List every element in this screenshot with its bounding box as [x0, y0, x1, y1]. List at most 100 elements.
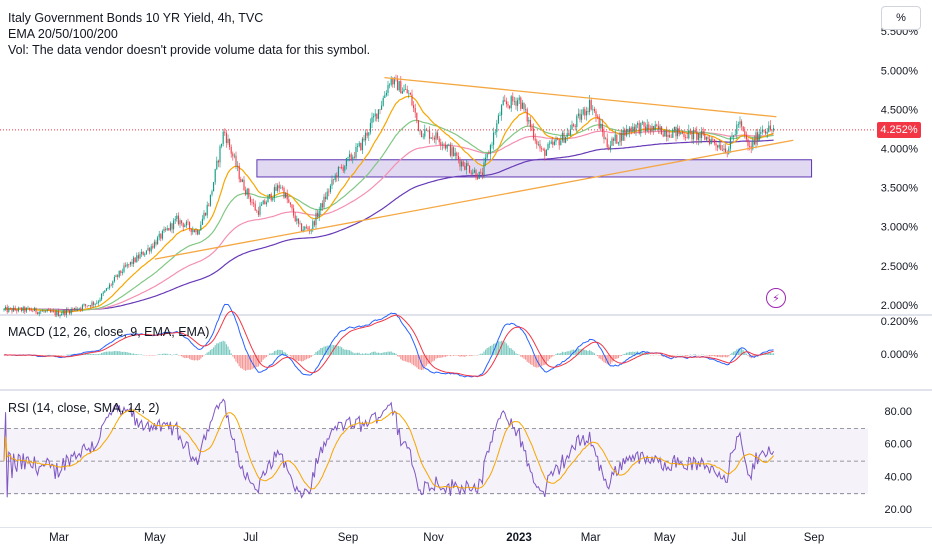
macd-histogram-bar	[736, 349, 738, 355]
macd-histogram-bar	[201, 355, 203, 357]
macd-histogram-bar	[608, 355, 610, 365]
macd-histogram-bar	[645, 353, 647, 355]
macd-histogram-bar	[414, 355, 416, 367]
candle-body	[753, 140, 755, 145]
candle-body	[341, 167, 343, 168]
candle-body	[393, 77, 395, 85]
candle-body	[241, 179, 243, 182]
macd-histogram-bar	[613, 355, 615, 362]
macd-histogram-bar	[550, 355, 552, 358]
macd-histogram-bar	[603, 355, 605, 363]
candle-body	[693, 129, 695, 140]
macd-histogram-bar	[747, 355, 749, 356]
candle-body	[48, 309, 50, 311]
candle-body	[94, 303, 96, 305]
macd-histogram-bar	[488, 347, 490, 355]
candle-body	[681, 132, 683, 134]
candle-body	[302, 229, 304, 232]
macd-histogram-bar	[211, 348, 213, 355]
candle-body	[417, 120, 419, 131]
price-axis-tick: 4.000%	[881, 144, 919, 156]
macd-histogram-bar	[123, 351, 125, 355]
candle-body	[350, 154, 352, 160]
volume-notice: Vol: The data vendor doesn't provide vol…	[8, 43, 371, 57]
macd-histogram-bar	[205, 354, 207, 355]
candle-body	[509, 105, 511, 109]
macd-histogram-bar	[141, 354, 143, 355]
candle-body	[574, 126, 576, 128]
candle-body	[347, 157, 349, 159]
candle-body	[517, 100, 519, 106]
candle-body	[657, 125, 659, 130]
candle-body	[515, 101, 517, 106]
candle-body	[81, 305, 83, 310]
macd-histogram-bar	[729, 354, 731, 355]
candle-body	[206, 204, 208, 216]
macd-histogram-bar	[198, 355, 200, 360]
candle-body	[581, 114, 583, 120]
candle-body	[166, 228, 168, 230]
candle-body	[29, 307, 31, 310]
macd-histogram-bar	[765, 353, 767, 355]
macd-histogram-bar	[321, 347, 323, 355]
macd-histogram-bar	[286, 354, 288, 355]
candle-body	[35, 307, 37, 313]
candle-body	[552, 141, 554, 145]
macd-histogram-bar	[368, 353, 370, 355]
ema100-line	[3, 130, 774, 311]
candle-body	[265, 202, 267, 205]
macd-histogram-bar	[507, 345, 509, 355]
candle-body	[675, 126, 677, 137]
candle-body	[185, 221, 187, 226]
candle-body	[649, 129, 651, 132]
candle-body	[483, 162, 485, 176]
candle-body	[651, 126, 653, 132]
candle-body	[257, 211, 259, 215]
candle-body	[462, 161, 464, 166]
candle-body	[104, 290, 106, 293]
macd-histogram-bar	[539, 355, 541, 367]
macd-histogram-bar	[542, 355, 544, 366]
candle-body	[161, 231, 163, 239]
candle-body	[457, 155, 459, 160]
macd-histogram-bar	[272, 352, 274, 355]
candle-body	[337, 167, 339, 178]
macd-histogram-bar	[117, 351, 119, 355]
candle-body	[358, 142, 360, 147]
macd-histogram-bar	[491, 345, 493, 355]
candle-body	[160, 233, 162, 239]
lightning-icon[interactable]: ⚡	[766, 288, 786, 308]
candle-body	[145, 250, 147, 254]
candle-body	[325, 196, 327, 200]
candle-body	[629, 127, 631, 133]
candle-body	[673, 126, 675, 131]
macd-histogram-bar	[277, 349, 279, 355]
candle-body	[478, 171, 480, 179]
macd-histogram-bar	[208, 351, 210, 355]
macd-histogram-bar	[646, 353, 648, 355]
macd-histogram-bar	[149, 355, 151, 356]
macd-histogram-bar	[614, 355, 616, 360]
candle-body	[209, 194, 211, 206]
macd-histogram-bar	[305, 355, 307, 360]
candle-body	[177, 215, 179, 225]
candle-body	[633, 126, 635, 131]
macd-histogram-bar	[93, 354, 95, 355]
macd-histogram-bar	[219, 341, 221, 355]
unit-toggle-button[interactable]: %	[881, 6, 921, 30]
macd-histogram-bar	[358, 352, 360, 355]
macd-histogram-bar	[537, 355, 539, 368]
candle-body	[669, 134, 671, 138]
candle-body	[384, 95, 386, 99]
macd-histogram-bar	[531, 355, 533, 366]
candle-body	[222, 131, 224, 144]
candle-body	[9, 307, 11, 309]
macd-histogram-bar	[661, 355, 663, 357]
macd-histogram-bar	[102, 352, 104, 355]
macd-histogram-bar	[625, 352, 627, 355]
candle-body	[745, 135, 747, 140]
macd-histogram-bar	[718, 355, 720, 357]
candle-body	[593, 108, 595, 112]
macd-axis-tick: 0.200%	[881, 316, 919, 328]
